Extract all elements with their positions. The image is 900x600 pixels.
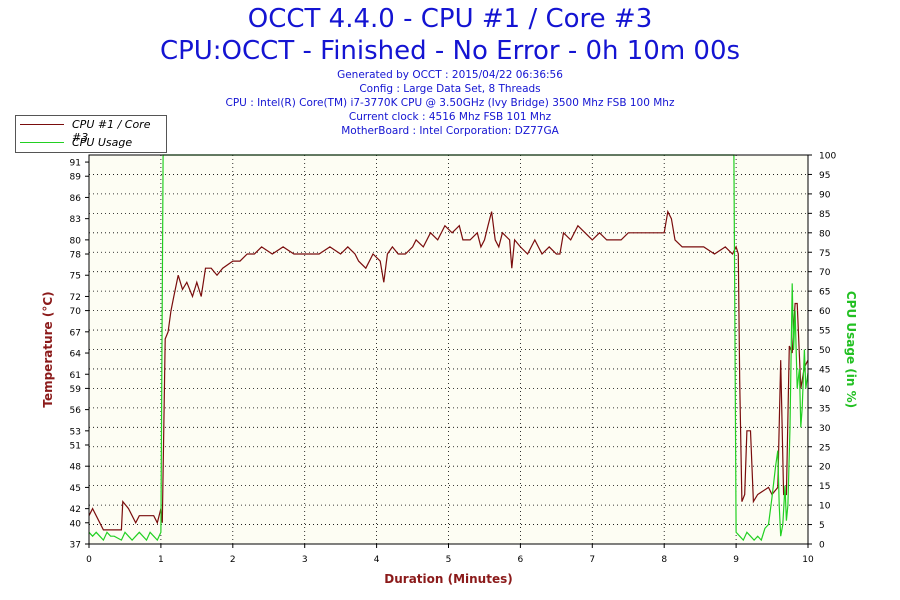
y-right-tick-label: 85 [819, 210, 830, 220]
x-tick-label: 4 [374, 555, 380, 565]
x-tick-label: 9 [733, 555, 739, 565]
x-tick-label: 7 [589, 555, 595, 565]
x-tick-label: 5 [446, 555, 452, 565]
info-clock: Current clock : 4516 Mhz FSB 101 Mhz [348, 111, 552, 123]
y-left-tick-label: 40 [70, 519, 82, 529]
y-left-tick-label: 86 [70, 194, 82, 204]
y-left-tick-label: 67 [70, 328, 81, 338]
info-config: Config : Large Data Set, 8 Threads [359, 83, 541, 95]
series-line-temperature [88, 209, 809, 531]
y-right-tick-label: 75 [819, 249, 830, 259]
y-left-tick-label: 64 [70, 350, 82, 360]
y-right-tick-label: 15 [819, 482, 830, 492]
legend-item-usage: CPU Usage [16, 134, 166, 152]
y-right-tick-label: 50 [819, 346, 831, 356]
y-left-tick-label: 56 [70, 406, 82, 416]
x-tick-label: 0 [86, 555, 92, 565]
y-right-tick-label: 25 [819, 443, 830, 453]
y-left-tick-label: 61 [70, 371, 81, 381]
info-motherboard: MotherBoard : Intel Corporation: DZ77GA [341, 125, 559, 137]
plot-area [88, 154, 809, 545]
y-right-tick-label: 10 [819, 502, 831, 512]
legend: CPU #1 / Core #3 CPU Usage [15, 115, 167, 153]
y-right-tick-label: 80 [819, 229, 831, 239]
y-left-tick-label: 59 [70, 385, 82, 395]
y-right-tick-label: 40 [819, 385, 831, 395]
y-left-tick-label: 89 [70, 173, 82, 183]
y-left-tick-label: 53 [70, 427, 81, 437]
legend-label-temperature: CPU #1 / Core #3 [72, 118, 151, 144]
y-right-tick-label: 95 [819, 171, 830, 181]
y-right-tick-label: 65 [819, 288, 830, 298]
y-left-tick-label: 75 [70, 272, 81, 282]
x-tick-label: 3 [302, 555, 308, 565]
x-tick-label: 2 [230, 555, 236, 565]
y-left-tick-label: 80 [70, 236, 82, 246]
y-left-tick-label: 48 [70, 463, 82, 473]
legend-item-temperature: CPU #1 / Core #3 [16, 116, 166, 144]
legend-swatch-usage [20, 142, 64, 143]
chart-title: OCCT 4.4.0 - CPU #1 / Core #3 [247, 4, 653, 34]
y-left-tick-label: 51 [70, 441, 81, 451]
info-generated: Generated by OCCT : 2015/04/22 06:36:56 [337, 69, 563, 81]
legend-swatch-temperature [20, 124, 64, 125]
y-right-tick-label: 55 [819, 327, 830, 337]
x-tick-label: 1 [158, 555, 164, 565]
y-left-tick-label: 45 [70, 484, 81, 494]
y-left-tick-label: 91 [70, 159, 81, 169]
y-right-tick-label: 30 [819, 424, 831, 434]
y-left-axis-label: Temperature (°C) [41, 291, 55, 407]
x-axis-label: Duration (Minutes) [384, 572, 512, 586]
y-right-tick-label: 70 [819, 268, 831, 278]
y-right-tick-label: 90 [819, 190, 831, 200]
y-right-tick-label: 0 [819, 541, 825, 551]
y-left-tick-label: 72 [70, 293, 81, 303]
y-right-tick-label: 45 [819, 365, 830, 375]
y-left-tick-label: 83 [70, 215, 81, 225]
y-right-axis-label: CPU Usage (in %) [844, 291, 858, 408]
x-tick-label: 6 [518, 555, 524, 565]
x-tick-label: 8 [661, 555, 667, 565]
y-right-tick-label: 35 [819, 404, 830, 414]
y-right-tick-label: 100 [819, 152, 836, 162]
y-left-tick-label: 42 [70, 505, 81, 515]
legend-label-usage: CPU Usage [72, 136, 133, 149]
y-right-tick-label: 5 [819, 521, 825, 531]
chart-subtitle: CPU:OCCT - Finished - No Error - 0h 10m … [159, 36, 741, 66]
y-left-tick-label: 70 [70, 307, 82, 317]
y-right-tick-label: 60 [819, 307, 831, 317]
y-left-tick-label: 37 [70, 541, 81, 551]
x-tick-label: 10 [802, 555, 814, 565]
y-right-tick-label: 20 [819, 463, 831, 473]
info-cpu: CPU : Intel(R) Core(TM) i7-3770K CPU @ 3… [225, 97, 675, 109]
y-left-tick-label: 78 [70, 251, 82, 261]
